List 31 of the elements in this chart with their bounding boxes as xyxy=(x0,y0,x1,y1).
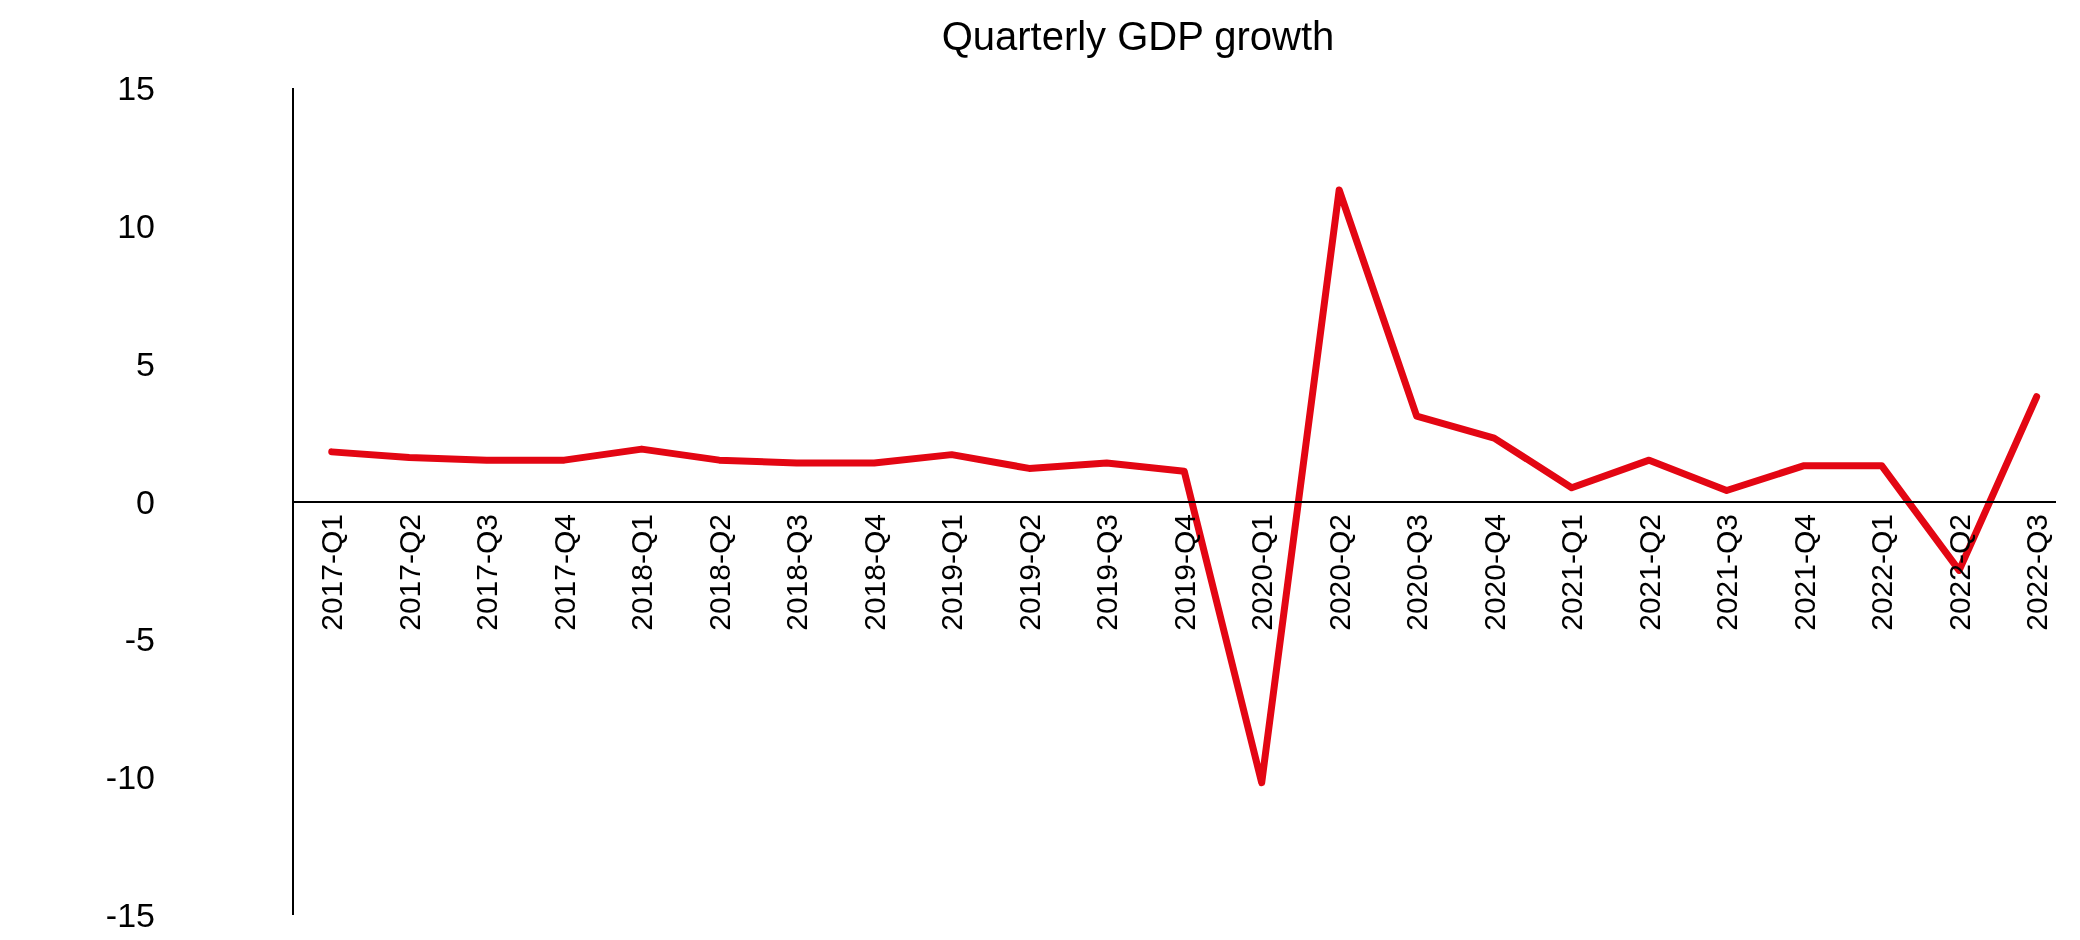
y-tick-label: 0 xyxy=(136,482,155,521)
y-tick-label: -5 xyxy=(124,620,155,659)
x-tick-label: 2022-Q3 xyxy=(2020,514,2054,631)
x-tick-label: 2022-Q2 xyxy=(1942,514,1976,631)
y-tick-label: 5 xyxy=(136,344,155,383)
x-tick-label: 2018-Q4 xyxy=(857,514,891,631)
x-tick-label: 2022-Q1 xyxy=(1865,514,1899,631)
x-tick-label: 2018-Q1 xyxy=(625,514,659,631)
x-tick-label: 2019-Q3 xyxy=(1090,514,1124,631)
x-tick-label: 2018-Q2 xyxy=(702,514,736,631)
y-tick-label: 15 xyxy=(117,69,155,108)
x-tick-label: 2021-Q1 xyxy=(1555,514,1589,631)
x-tick-label: 2020-Q1 xyxy=(1245,514,1279,631)
y-tick-label: -10 xyxy=(105,758,155,797)
x-tick-label: 2021-Q4 xyxy=(1787,514,1821,631)
x-tick-label: 2017-Q3 xyxy=(470,514,504,631)
y-tick-label: -15 xyxy=(105,896,155,935)
chart-title: Quarterly GDP growth xyxy=(940,13,1336,60)
x-tick-label: 2019-Q4 xyxy=(1167,514,1201,631)
x-tick-label: 2017-Q4 xyxy=(547,514,581,631)
x-tick-label: 2018-Q3 xyxy=(780,514,814,631)
x-tick-label: 2020-Q3 xyxy=(1400,514,1434,631)
x-tick-label: 2021-Q2 xyxy=(1632,514,1666,631)
x-tick-label: 2017-Q2 xyxy=(392,514,426,631)
x-tick-label: 2020-Q2 xyxy=(1322,514,1356,631)
x-tick-label: 2020-Q4 xyxy=(1477,514,1511,631)
y-tick-label: 10 xyxy=(117,206,155,245)
x-tick-label: 2019-Q2 xyxy=(1012,514,1046,631)
x-tick-label: 2021-Q3 xyxy=(1710,514,1744,631)
x-tick-label: 2017-Q1 xyxy=(315,514,349,631)
x-tick-label: 2019-Q1 xyxy=(935,514,969,631)
